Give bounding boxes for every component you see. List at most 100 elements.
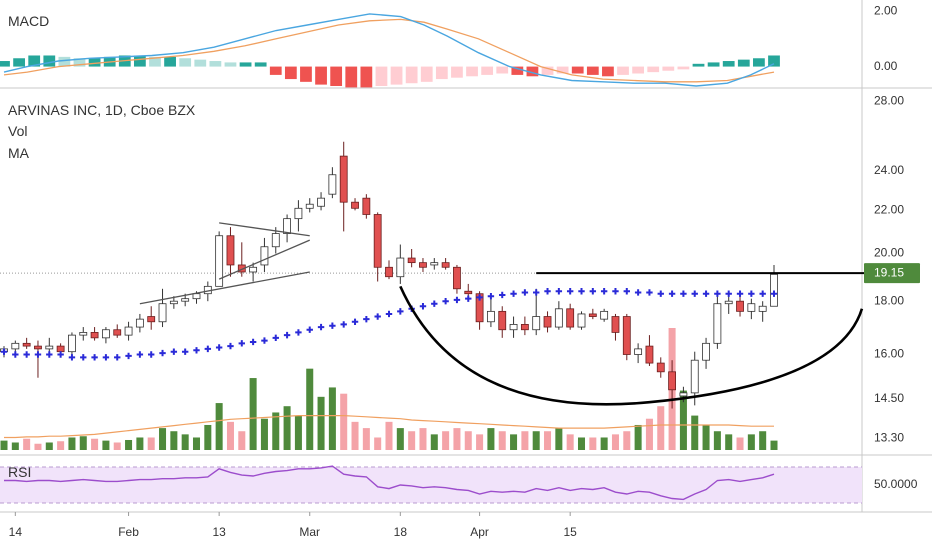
candle-body	[249, 266, 258, 273]
volume-bar	[476, 434, 484, 450]
volume-bar	[442, 431, 450, 450]
ma-marker	[555, 288, 563, 295]
ma-marker	[136, 351, 144, 358]
volume-bar	[159, 428, 167, 450]
candle-body	[181, 298, 190, 302]
candle-body	[22, 342, 31, 347]
volume-bar	[113, 442, 121, 450]
ma-marker	[600, 288, 608, 295]
price-axis-tick-label: 13.30	[874, 430, 904, 444]
macd-histogram-bar	[43, 55, 56, 67]
ma-marker	[442, 297, 449, 305]
ma-marker	[363, 315, 370, 323]
volume-bar	[544, 431, 552, 450]
volume-bar	[272, 412, 280, 450]
volume-bar	[306, 368, 314, 450]
volume-bar	[555, 428, 563, 450]
candle-body	[498, 310, 507, 331]
candle-body	[702, 342, 710, 361]
ma-marker	[159, 349, 166, 357]
volume-bar	[725, 434, 733, 450]
ma-marker	[385, 310, 393, 318]
ma-marker	[566, 288, 574, 295]
volume-bar	[702, 424, 710, 450]
macd-histogram-bar	[541, 66, 554, 75]
ma-marker	[227, 342, 234, 350]
ma-marker	[204, 345, 212, 353]
ma-marker	[306, 326, 313, 333]
ma-marker	[691, 290, 698, 297]
volume-bar	[23, 438, 31, 450]
volume-bar	[328, 387, 336, 450]
macd-histogram-bar	[481, 66, 494, 75]
rsi-pane-label: RSI	[8, 464, 32, 480]
volume-bar	[736, 437, 744, 450]
candle-body	[373, 214, 382, 268]
ma-marker	[374, 313, 381, 320]
candle-body	[294, 207, 303, 220]
macd-histogram-bar	[722, 61, 735, 67]
time-axis-tick-label: 18	[394, 525, 408, 539]
macd-histogram-bar	[300, 66, 312, 82]
ma-marker	[0, 348, 8, 355]
candle-body	[169, 300, 178, 305]
ma-marker	[702, 290, 710, 297]
ma-marker	[646, 289, 653, 296]
volume-bar	[351, 421, 359, 450]
macd-pane-label: MACD	[8, 13, 50, 29]
ma-marker	[340, 321, 347, 328]
macd-histogram-bar	[662, 66, 675, 71]
ma-marker	[680, 290, 687, 297]
ma-marker	[272, 334, 279, 342]
volume-bar	[464, 431, 472, 450]
ma-marker	[419, 303, 427, 310]
volume-bar	[600, 437, 608, 450]
candle-body	[690, 359, 699, 394]
ma-marker	[476, 294, 483, 301]
volume-bar	[611, 434, 619, 450]
ma-marker	[249, 338, 257, 346]
candle-body	[487, 310, 495, 323]
macd-histogram-bar	[420, 66, 433, 82]
macd-histogram-bar	[677, 66, 690, 70]
macd-histogram-bar	[405, 66, 418, 84]
time-axis-tick-label: Mar	[299, 525, 320, 539]
candle-body	[45, 345, 54, 350]
candle-body	[124, 326, 133, 336]
ma-marker	[668, 290, 676, 297]
ma-indicator-label: MA	[8, 145, 29, 161]
price-axis-tick-label: 28.00	[874, 93, 904, 107]
macd-histogram-bar	[496, 66, 509, 74]
macd-axis-tick-label: 2.00	[874, 3, 898, 17]
volume-bar	[419, 428, 427, 450]
price-axis-tick-label: 20.00	[874, 246, 904, 260]
ma-marker	[329, 322, 336, 329]
ma-marker	[193, 347, 200, 354]
volume-bar	[79, 436, 87, 450]
time-axis-tick-label: Feb	[118, 525, 139, 539]
candle-body	[520, 324, 529, 331]
candle-body	[407, 257, 416, 264]
ma-marker	[91, 354, 98, 361]
candle-body	[271, 233, 280, 248]
macd-histogram-bar	[632, 66, 645, 74]
volume-bar	[125, 439, 133, 450]
candle-body	[475, 293, 484, 323]
candle-body	[158, 303, 167, 323]
ma-marker	[578, 288, 585, 295]
macd-histogram-bar	[269, 66, 282, 75]
ma-marker	[102, 354, 110, 361]
volume-bar	[713, 431, 721, 450]
macd-histogram-bar	[375, 66, 388, 86]
ma-marker	[612, 288, 619, 295]
candle-body	[724, 300, 733, 305]
candle-body	[634, 348, 643, 355]
macd-histogram-bar	[0, 61, 10, 67]
ma-marker	[261, 337, 268, 344]
macd-histogram-bar	[73, 58, 86, 67]
volume-bar	[340, 393, 348, 450]
time-axis-tick-label: 15	[563, 525, 577, 539]
macd-histogram-bar	[737, 59, 750, 67]
volume-bar	[408, 431, 416, 450]
volume-bar	[589, 437, 597, 450]
